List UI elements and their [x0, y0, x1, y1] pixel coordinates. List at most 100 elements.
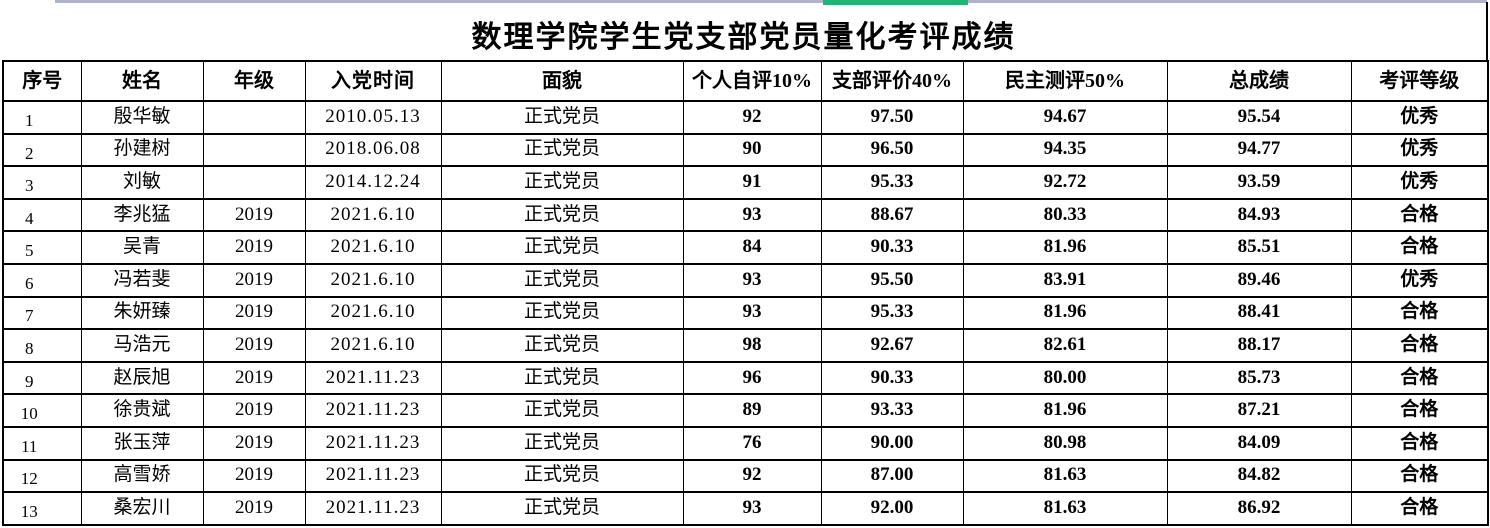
- cell-total[interactable]: 86.92: [1166, 491, 1352, 526]
- cell-grade[interactable]: [202, 100, 306, 135]
- cell-grade[interactable]: 2019: [202, 360, 306, 396]
- cell-demo[interactable]: 81.96: [962, 393, 1168, 428]
- cell-self[interactable]: 93: [682, 295, 822, 331]
- cell-level[interactable]: 合格: [1350, 393, 1489, 428]
- column-header-name[interactable]: 姓名: [80, 60, 204, 102]
- cell-join[interactable]: 2021.11.23: [304, 393, 442, 428]
- cell-grade[interactable]: 2019: [202, 393, 306, 428]
- cell-name[interactable]: 李兆猛: [80, 197, 204, 233]
- cell-branch[interactable]: 90.33: [820, 360, 964, 396]
- cell-total[interactable]: 95.54: [1166, 100, 1352, 135]
- cell-index[interactable]: 3: [2, 165, 82, 200]
- cell-status[interactable]: 正式党员: [440, 132, 684, 168]
- cell-name[interactable]: 朱妍臻: [80, 295, 204, 331]
- cell-branch[interactable]: 96.50: [820, 132, 964, 168]
- cell-demo[interactable]: 81.96: [962, 295, 1168, 331]
- cell-self[interactable]: 98: [682, 328, 822, 363]
- cell-demo[interactable]: 81.63: [962, 491, 1168, 526]
- cell-join[interactable]: 2021.6.10: [304, 328, 442, 363]
- cell-demo[interactable]: 94.67: [962, 100, 1168, 135]
- cell-grade[interactable]: 2019: [202, 295, 306, 331]
- cell-join[interactable]: 2021.6.10: [304, 295, 442, 331]
- cell-total[interactable]: 84.09: [1166, 425, 1352, 461]
- cell-status[interactable]: 正式党员: [440, 295, 684, 331]
- column-header-level[interactable]: 考评等级: [1350, 60, 1489, 102]
- cell-join[interactable]: 2021.11.23: [304, 425, 442, 461]
- column-header-grade[interactable]: 年级: [202, 60, 306, 102]
- cell-total[interactable]: 88.17: [1166, 328, 1352, 363]
- cell-self[interactable]: 96: [682, 360, 822, 396]
- cell-demo[interactable]: 80.98: [962, 425, 1168, 461]
- cell-index[interactable]: 12: [2, 458, 82, 494]
- cell-branch[interactable]: 90.33: [820, 230, 964, 265]
- cell-join[interactable]: 2021.6.10: [304, 230, 442, 265]
- cell-index[interactable]: 10: [2, 393, 82, 428]
- cell-self[interactable]: 91: [682, 165, 822, 200]
- cell-level[interactable]: 合格: [1350, 230, 1489, 265]
- cell-index[interactable]: 8: [2, 328, 82, 363]
- column-header-total[interactable]: 总成绩: [1166, 60, 1352, 102]
- cell-join[interactable]: 2010.05.13: [304, 100, 442, 135]
- cell-index[interactable]: 11: [2, 425, 82, 461]
- cell-index[interactable]: 13: [2, 491, 82, 526]
- cell-grade[interactable]: 2019: [202, 425, 306, 461]
- cell-level[interactable]: 合格: [1350, 360, 1489, 396]
- cell-join[interactable]: 2021.6.10: [304, 262, 442, 298]
- cell-status[interactable]: 正式党员: [440, 328, 684, 363]
- cell-name[interactable]: 赵辰旭: [80, 360, 204, 396]
- cell-level[interactable]: 合格: [1350, 458, 1489, 494]
- cell-status[interactable]: 正式党员: [440, 425, 684, 461]
- cell-name[interactable]: 马浩元: [80, 328, 204, 363]
- cell-grade[interactable]: [202, 132, 306, 168]
- cell-name[interactable]: 吴青: [80, 230, 204, 265]
- cell-index[interactable]: 1: [2, 100, 82, 135]
- cell-grade[interactable]: 2019: [202, 491, 306, 526]
- cell-self[interactable]: 93: [682, 197, 822, 233]
- cell-index[interactable]: 5: [2, 230, 82, 265]
- cell-name[interactable]: 孙建树: [80, 132, 204, 168]
- column-header-demo[interactable]: 民主测评50%: [962, 60, 1168, 102]
- cell-name[interactable]: 刘敏: [80, 165, 204, 200]
- cell-branch[interactable]: 92.00: [820, 491, 964, 526]
- cell-index[interactable]: 2: [2, 132, 82, 168]
- cell-join[interactable]: 2021.11.23: [304, 360, 442, 396]
- column-header-branch[interactable]: 支部评价40%: [820, 60, 964, 102]
- cell-status[interactable]: 正式党员: [440, 458, 684, 494]
- cell-demo[interactable]: 81.96: [962, 230, 1168, 265]
- cell-self[interactable]: 89: [682, 393, 822, 428]
- cell-name[interactable]: 冯若斐: [80, 262, 204, 298]
- cell-branch[interactable]: 97.50: [820, 100, 964, 135]
- cell-index[interactable]: 7: [2, 295, 82, 331]
- cell-demo[interactable]: 92.72: [962, 165, 1168, 200]
- cell-self[interactable]: 92: [682, 458, 822, 494]
- cell-total[interactable]: 89.46: [1166, 262, 1352, 298]
- cell-level[interactable]: 优秀: [1350, 100, 1489, 135]
- cell-name[interactable]: 殷华敏: [80, 100, 204, 135]
- cell-join[interactable]: 2014.12.24: [304, 165, 442, 200]
- cell-level[interactable]: 优秀: [1350, 262, 1489, 298]
- cell-status[interactable]: 正式党员: [440, 360, 684, 396]
- cell-index[interactable]: 4: [2, 197, 82, 233]
- cell-self[interactable]: 84: [682, 230, 822, 265]
- cell-level[interactable]: 优秀: [1350, 165, 1489, 200]
- cell-branch[interactable]: 95.50: [820, 262, 964, 298]
- cell-branch[interactable]: 95.33: [820, 295, 964, 331]
- column-header-index[interactable]: 序号: [2, 60, 82, 102]
- cell-total[interactable]: 85.73: [1166, 360, 1352, 396]
- cell-join[interactable]: 2018.06.08: [304, 132, 442, 168]
- cell-name[interactable]: 张玉萍: [80, 425, 204, 461]
- cell-level[interactable]: 合格: [1350, 328, 1489, 363]
- cell-branch[interactable]: 95.33: [820, 165, 964, 200]
- cell-join[interactable]: 2021.6.10: [304, 197, 442, 233]
- cell-status[interactable]: 正式党员: [440, 165, 684, 200]
- cell-level[interactable]: 合格: [1350, 295, 1489, 331]
- column-header-self[interactable]: 个人自评10%: [682, 60, 822, 102]
- cell-self[interactable]: 93: [682, 262, 822, 298]
- cell-branch[interactable]: 87.00: [820, 458, 964, 494]
- cell-branch[interactable]: 88.67: [820, 197, 964, 233]
- cell-branch[interactable]: 90.00: [820, 425, 964, 461]
- cell-grade[interactable]: 2019: [202, 328, 306, 363]
- cell-self[interactable]: 76: [682, 425, 822, 461]
- cell-join[interactable]: 2021.11.23: [304, 458, 442, 494]
- cell-index[interactable]: 6: [2, 262, 82, 298]
